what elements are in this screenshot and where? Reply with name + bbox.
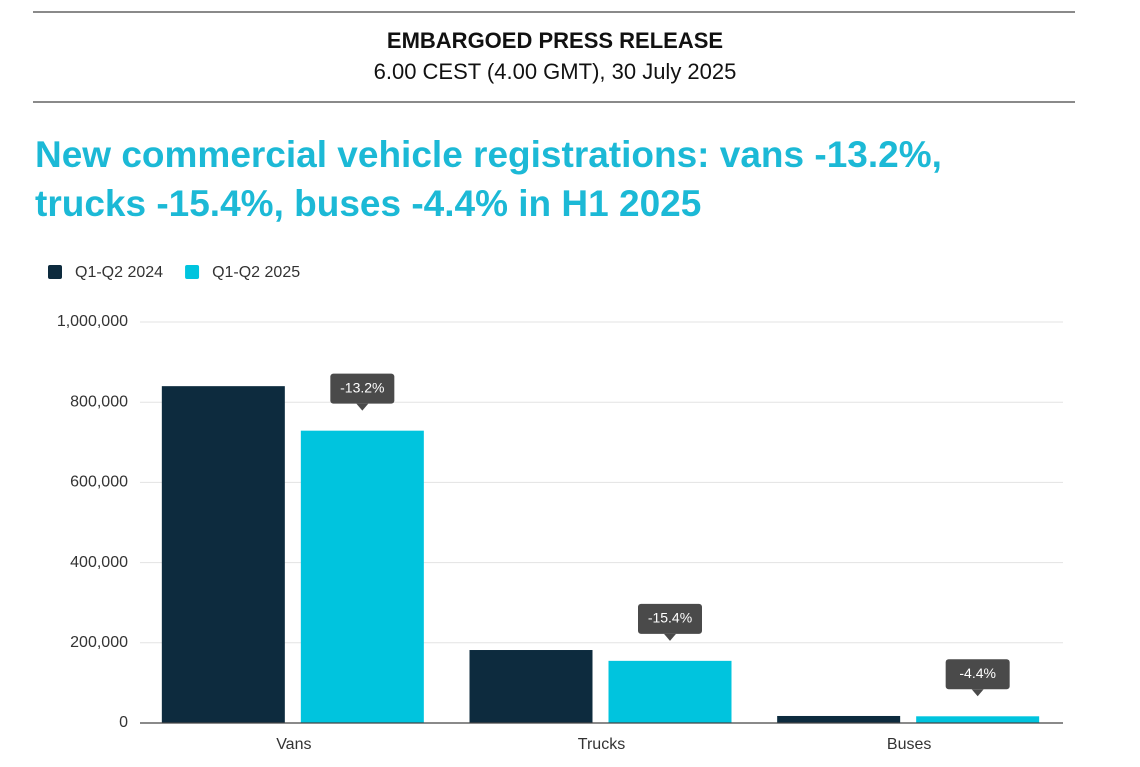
headline: trucks -15.4%, buses -4.4% in H1 2025 bbox=[35, 183, 701, 224]
bar bbox=[777, 715, 901, 723]
bar bbox=[300, 430, 424, 723]
annotation-pointer bbox=[971, 689, 984, 697]
y-tick-label: 200,000 bbox=[70, 634, 128, 651]
annotation-label: -13.2% bbox=[340, 379, 384, 395]
annotation-label: -15.4% bbox=[648, 610, 692, 626]
legend-swatch bbox=[48, 265, 62, 279]
y-tick-label: 0 bbox=[119, 714, 128, 731]
annotation-label: -4.4% bbox=[959, 665, 996, 681]
legend-label: Q1-Q2 2025 bbox=[212, 264, 300, 281]
annotation-pointer bbox=[664, 633, 676, 641]
legend-label: Q1-Q2 2024 bbox=[75, 264, 163, 281]
x-tick-label: Vans bbox=[276, 736, 311, 753]
header-title: EMBARGOED PRESS RELEASE bbox=[387, 28, 723, 53]
bar bbox=[469, 650, 593, 723]
legend-swatch bbox=[185, 265, 200, 279]
bar bbox=[608, 660, 732, 723]
header-date: 6.00 CEST (4.00 GMT), 30 July 2025 bbox=[374, 59, 737, 84]
bar bbox=[916, 716, 1040, 723]
x-tick-label: Trucks bbox=[578, 736, 625, 753]
annotation-box bbox=[330, 373, 395, 404]
annotation-box bbox=[945, 659, 1010, 690]
y-tick-label: 600,000 bbox=[70, 474, 128, 491]
bar bbox=[161, 386, 285, 723]
y-tick-label: 400,000 bbox=[70, 554, 128, 571]
y-tick-label: 1,000,000 bbox=[57, 313, 128, 330]
x-tick-label: Buses bbox=[887, 736, 931, 753]
headline: New commercial vehicle registrations: va… bbox=[35, 134, 942, 175]
annotation-pointer bbox=[356, 403, 369, 411]
annotation-box bbox=[638, 603, 702, 634]
y-tick-label: 800,000 bbox=[70, 393, 128, 410]
